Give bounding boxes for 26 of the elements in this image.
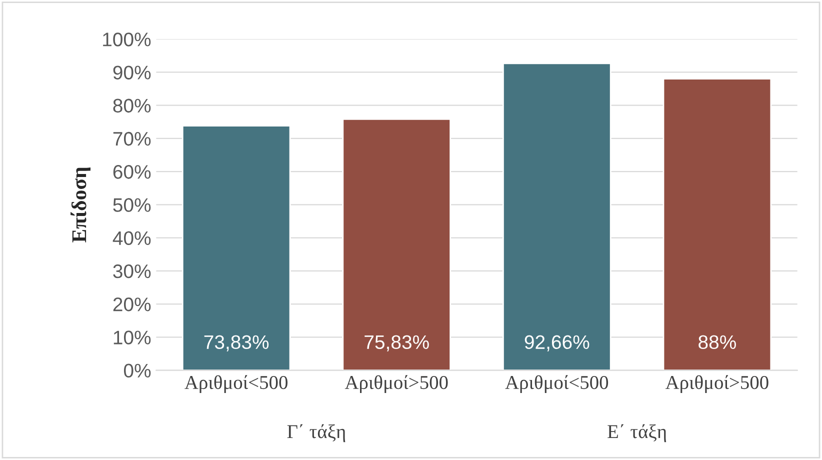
bar xyxy=(182,125,291,370)
bar xyxy=(502,62,612,370)
bar xyxy=(662,78,772,370)
y-tick-label: 30% xyxy=(113,264,151,278)
data-label: 88% xyxy=(698,335,736,350)
y-tick-label: 100% xyxy=(103,32,151,46)
bar xyxy=(342,118,452,370)
y-tick-label: 50% xyxy=(113,198,151,212)
x-tick-label: Αριθμοί>500 xyxy=(665,375,768,394)
y-tick-label: 40% xyxy=(112,231,151,246)
x-tick-label: Αριθμοί<500 xyxy=(184,375,288,394)
x-tick-label: Αριθμοί<500 xyxy=(505,375,608,394)
y-axis-title: Επίδοση xyxy=(70,168,90,242)
y-tick-label: 20% xyxy=(113,298,151,312)
data-label: 92,66% xyxy=(524,335,590,352)
y-tick-label: 0% xyxy=(124,364,151,378)
y-tick-label: 60% xyxy=(113,165,151,179)
text: Ε΄ τάξη xyxy=(608,424,666,442)
y-tick-label: 80% xyxy=(113,98,151,113)
x-tick-label: Αριθμοί>500 xyxy=(344,375,448,394)
y-tick-label: 70% xyxy=(113,132,151,146)
y-tick-label: 10% xyxy=(114,330,151,344)
data-label: 73,83% xyxy=(204,335,269,352)
text: Γ΄ τάξη xyxy=(287,424,346,442)
y-tick-label: 90% xyxy=(113,66,151,80)
data-label: 75,83% xyxy=(364,335,429,352)
